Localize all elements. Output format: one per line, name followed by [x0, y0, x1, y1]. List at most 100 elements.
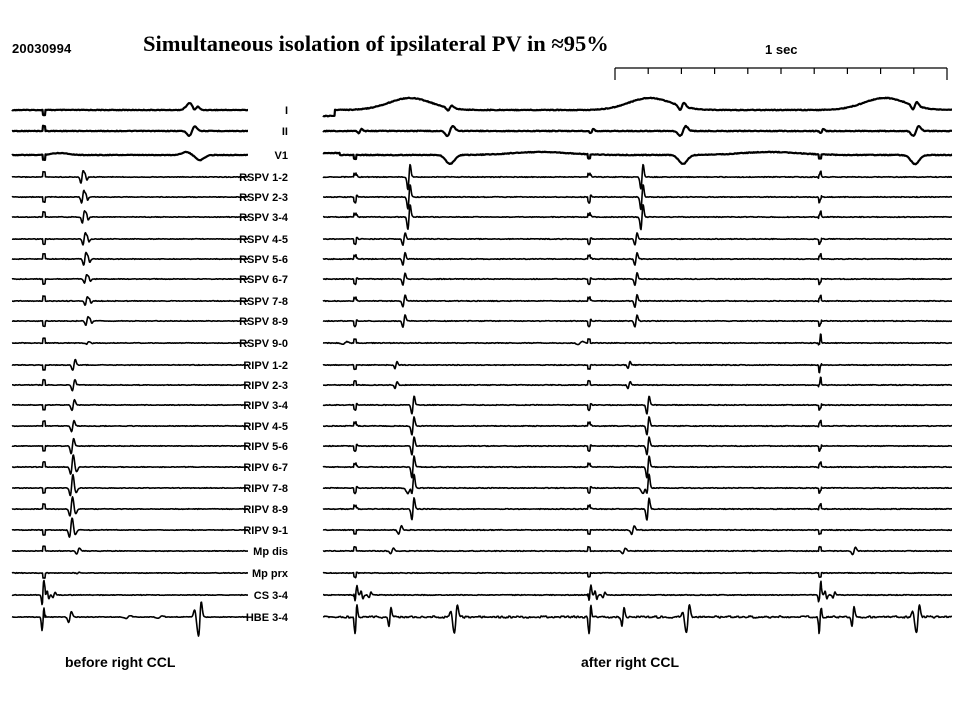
channel-label: I	[285, 105, 288, 117]
channel-rspv-5-6: RSPV 5-6	[11, 251, 953, 266]
trace-after	[322, 150, 953, 166]
trace-before	[11, 102, 249, 117]
channel-rspv-8-9: RSPV 8-9	[11, 314, 953, 328]
channel-rspv-2-3: RSPV 2-3	[11, 184, 953, 211]
trace-after	[322, 436, 953, 456]
trace-before	[11, 496, 249, 517]
channel-ripv-7-8: RIPV 7-8	[11, 473, 953, 497]
trace-before	[11, 273, 249, 286]
trace-before	[11, 601, 249, 637]
trace-before	[11, 545, 249, 555]
channel-label: RSPV 6-7	[239, 274, 288, 286]
channel-label: V1	[275, 150, 288, 162]
channel-ripv-6-7: RIPV 6-7	[11, 454, 953, 479]
channel-rspv-6-7: RSPV 6-7	[11, 271, 953, 287]
trace-before	[11, 571, 249, 579]
channel-ripv-5-6: RIPV 5-6	[11, 436, 953, 456]
trace-after	[322, 184, 953, 211]
trace-before	[11, 454, 249, 475]
trace-after	[322, 163, 953, 191]
channel-label: RSPV 5-6	[239, 254, 288, 266]
trace-before	[11, 231, 249, 246]
scale-bar-label: 1 sec	[765, 42, 798, 57]
channel-label: RSPV 1-2	[239, 172, 288, 184]
trace-before	[11, 358, 249, 371]
trace-before	[11, 315, 249, 328]
trace-after	[322, 293, 953, 308]
scale-bar	[614, 67, 948, 80]
channel-label: RIPV 4-5	[243, 421, 288, 433]
trace-before	[11, 150, 249, 162]
trace-before	[11, 378, 249, 392]
channel-ripv-2-3: RIPV 2-3	[11, 376, 953, 392]
channel-label: RSPV 3-4	[239, 212, 289, 224]
channel-label: RIPV 3-4	[243, 400, 289, 412]
channel-ripv-1-2: RIPV 1-2	[11, 358, 953, 374]
trace-after	[322, 473, 953, 495]
trace-before	[11, 295, 249, 306]
figure-title: Simultaneous isolation of ipsilateral PV…	[143, 31, 609, 56]
channel-label: RIPV 9-1	[243, 525, 288, 537]
trace-after	[322, 416, 953, 436]
trace-before	[11, 473, 249, 497]
channel-rspv-3-4: RSPV 3-4	[11, 204, 953, 231]
channel-rspv-7-8: RSPV 7-8	[11, 293, 953, 308]
trace-before	[11, 419, 249, 433]
channel-label: RSPV 7-8	[239, 296, 288, 308]
trace-after	[322, 571, 953, 579]
trace-after	[322, 204, 953, 231]
channel-label: RSPV 4-5	[239, 234, 288, 246]
channel-label: RIPV 6-7	[243, 462, 288, 474]
trace-after	[322, 96, 953, 118]
channel-label: Mp dis	[253, 546, 288, 558]
trace-after	[322, 333, 953, 346]
trace-before	[11, 189, 249, 204]
channel-label: HBE 3-4	[246, 612, 289, 624]
channel-ii: II	[11, 124, 953, 138]
trace-after	[322, 376, 953, 390]
channel-cs-3-4: CS 3-4	[11, 579, 953, 606]
trace-before	[11, 579, 249, 606]
channel-label: RIPV 5-6	[243, 441, 288, 453]
trace-before	[11, 437, 249, 455]
channel-label: RIPV 2-3	[243, 380, 288, 392]
channel-ripv-4-5: RIPV 4-5	[11, 416, 953, 436]
trace-after	[322, 524, 953, 536]
trace-after	[322, 545, 953, 556]
trace-after	[322, 604, 953, 635]
channel-ripv-9-1: RIPV 9-1	[11, 517, 953, 538]
trace-before	[11, 210, 249, 224]
trace-before	[11, 169, 249, 184]
trace-after	[322, 124, 953, 138]
trace-before	[11, 398, 249, 412]
channel-hbe-3-4: HBE 3-4	[11, 601, 953, 637]
trace-before	[11, 251, 249, 266]
record-id: 20030994	[12, 41, 72, 56]
channel-ripv-3-4: RIPV 3-4	[11, 395, 953, 415]
trace-after	[322, 455, 953, 479]
channel-label: CS 3-4	[254, 590, 289, 602]
trace-after	[322, 395, 953, 415]
channel-label: II	[282, 126, 288, 138]
trace-before	[11, 337, 249, 346]
channel-v1: V1	[11, 150, 953, 166]
channel-label: RSPV 8-9	[239, 316, 288, 328]
channel-label: RIPV 8-9	[243, 504, 288, 516]
channel-rspv-4-5: RSPV 4-5	[11, 231, 953, 246]
channel-ripv-8-9: RIPV 8-9	[11, 496, 953, 521]
trace-after	[322, 360, 953, 374]
channel-label: RSPV 9-0	[239, 338, 288, 350]
trace-after	[322, 251, 953, 266]
channel-i: I	[11, 96, 953, 118]
channel-rspv-1-2: RSPV 1-2	[11, 163, 953, 191]
trace-after	[322, 497, 953, 521]
trace-before	[11, 517, 249, 538]
trace-after	[322, 314, 953, 328]
channel-rspv-9-0: RSPV 9-0	[11, 333, 953, 350]
panel-label-before: before right CCL	[65, 654, 176, 670]
channel-mp-prx: Mp prx	[11, 568, 953, 580]
panel-label-after: after right CCL	[581, 654, 679, 670]
trace-after	[322, 232, 953, 246]
channel-label: RSPV 2-3	[239, 192, 288, 204]
